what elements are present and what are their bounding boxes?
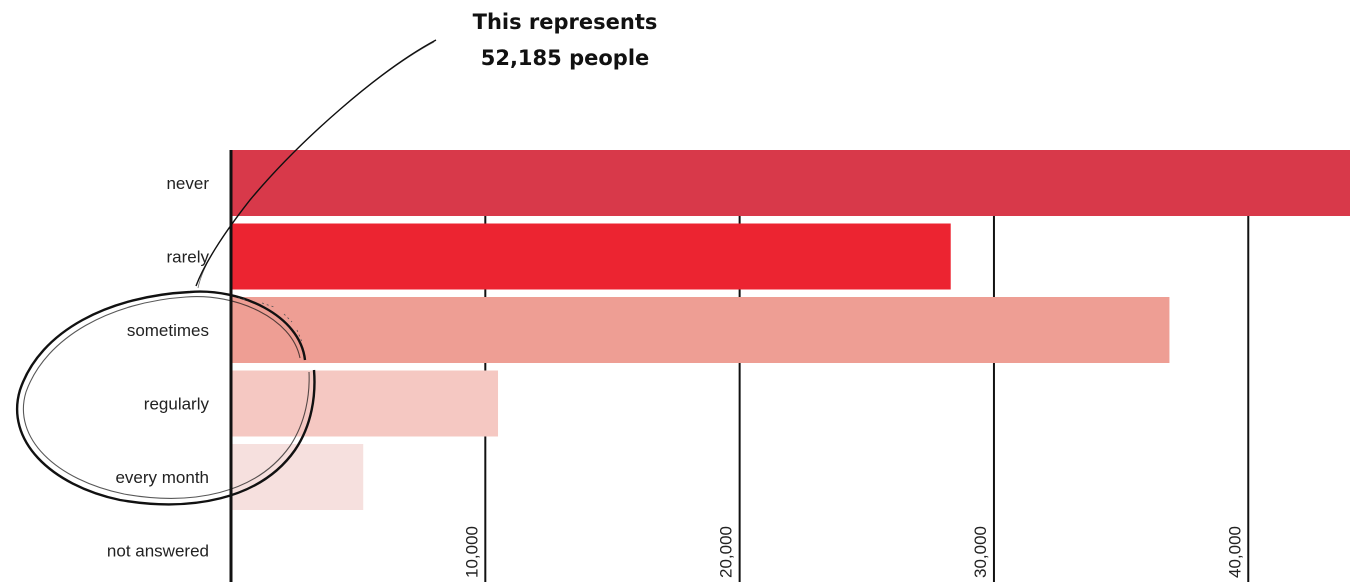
tick-label-10000: 10,000: [462, 526, 481, 578]
bar-regularly: [231, 370, 499, 437]
callout-pointer-line-shadow: [197, 41, 435, 289]
tick-label-30000: 30,000: [971, 526, 990, 578]
callout-annotation: This represents 52,185 people: [0, 4, 1130, 76]
bar-every-month: [231, 444, 364, 510]
tick-label-20000: 20,000: [717, 526, 736, 578]
category-label-sometimes: sometimes: [127, 321, 209, 340]
callout-line-2: 52,185 people: [480, 46, 650, 70]
category-label-regularly: regularly: [144, 395, 210, 414]
tick-labels: 10,000 20,000 30,000 40,000: [462, 526, 1244, 578]
bar-sometimes: [231, 297, 1170, 363]
hand-drawn-ellipse-second-stroke: [22, 296, 310, 499]
tick-label-40000: 40,000: [1225, 526, 1244, 578]
category-label-not-answered: not answered: [107, 542, 209, 561]
hand-drawn-ellipse: [15, 290, 316, 506]
callout-line-1: This represents: [472, 10, 658, 34]
category-label-never: never: [166, 174, 209, 193]
hand-drawn-circle-annotation: [15, 39, 437, 506]
category-label-every-month: every month: [115, 468, 209, 487]
sketch-dash-marks: [237, 297, 303, 343]
category-label-rarely: rarely: [166, 248, 209, 267]
bar-never: [231, 150, 1350, 216]
bar-rarely: [231, 223, 951, 290]
gridlines: [484, 150, 1250, 582]
category-labels: never rarely sometimes regularly every month…: [107, 174, 210, 561]
bars: [231, 150, 1350, 510]
